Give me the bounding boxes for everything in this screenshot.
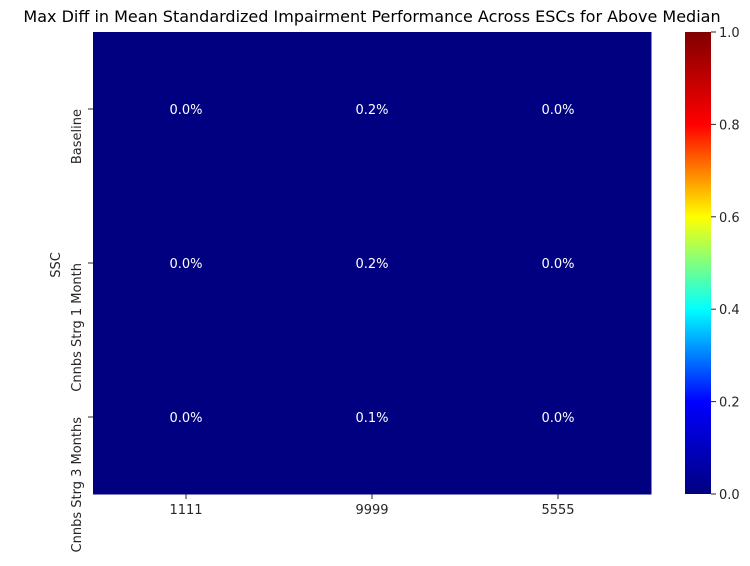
cell-value-label: 0.1% [355,411,388,426]
x-tick-label: 9999 [355,503,388,518]
y-tick-label: Baseline [70,109,85,164]
cell-value-label: 0.2% [355,103,388,118]
heatmap-cell [279,32,466,187]
y-axis-ticks: Baseline Cnnbs Strg 1 Month Cnnbs Strg 3 M… [70,108,93,553]
heatmap-cell [279,186,466,341]
y-axis-label: SSC [49,252,64,278]
colorbar-tick-label: 0.8 [719,118,740,133]
cell-value-label: 0.2% [355,257,388,272]
colorbar-tick-label: 0.0 [719,488,740,503]
heatmap-cell [279,340,466,495]
cell-value-label: 0.0% [169,103,202,118]
heatmap-cell [465,186,652,341]
x-tick-label: 1111 [169,503,202,518]
colorbar-tick-label: 0.2 [719,396,740,411]
cell-value-label: 0.0% [541,257,574,272]
x-tick-label: 5555 [541,503,574,518]
cell-labels: 0.0% 0.2% 0.0% 0.0% 0.2% 0.0% 0.0% 0.1% 0.0% [169,103,574,426]
heatmap-cell [93,340,280,495]
y-tick-label: Cnnbs Strg 1 Month [70,263,85,392]
colorbar-tick-label: 0.6 [719,211,740,226]
heatmap-cell [465,340,652,495]
cell-value-label: 0.0% [541,411,574,426]
heatmap-cell [465,32,652,187]
heatmap-cell [93,32,280,187]
heatmap-cell [93,186,280,341]
cell-value-label: 0.0% [169,411,202,426]
chart-title: Max Diff in Mean Standardized Impairment… [23,7,720,26]
cell-value-label: 0.0% [541,103,574,118]
y-tick-label: Cnnbs Strg 3 Months [70,417,85,553]
colorbar-tick-label: 0.4 [719,303,740,318]
x-axis-ticks: 1111 9999 5555 [169,494,575,518]
cell-value-label: 0.0% [169,257,202,272]
heatmap-cells [93,32,652,495]
colorbar [685,32,711,494]
colorbar-tick-label: 1.0 [719,26,740,41]
colorbar-ticks: 0.0 0.2 0.4 0.6 0.8 1.0 [711,26,740,503]
